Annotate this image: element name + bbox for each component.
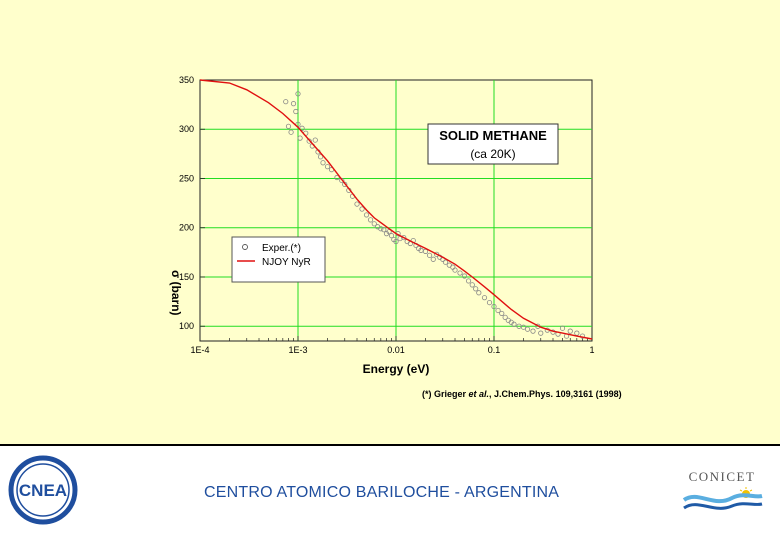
x-tick-label: 1E-3: [288, 345, 307, 355]
cnea-logo-text: CNEA: [19, 481, 67, 500]
annotation-title: SOLID METHANE: [439, 128, 547, 143]
conicet-logo: CONICET: [676, 468, 768, 518]
conicet-logo-text: CONICET: [689, 469, 756, 484]
y-tick-label: 350: [179, 75, 194, 85]
citation-volume: 109: [556, 389, 571, 399]
x-tick-label: 0.1: [488, 345, 501, 355]
x-axis-title: Energy (eV): [363, 362, 430, 376]
citation-pages: ,3161 (1998): [571, 389, 622, 399]
cnea-logo: CNEA: [8, 454, 78, 526]
x-tick-label: 1: [589, 345, 594, 355]
y-tick-label: 200: [179, 223, 194, 233]
annotation-box: SOLID METHANE (ca 20K): [428, 124, 558, 164]
legend-label-exper: Exper.(*): [262, 243, 301, 254]
conicet-wave-icon: [684, 495, 762, 501]
citation-authors: (*) Grieger: [422, 389, 469, 399]
x-tick-label: 0.01: [387, 345, 405, 355]
institution-name: CENTRO ATOMICO BARILOCHE - ARGENTINA: [204, 484, 559, 502]
x-tick-label: 1E-4: [190, 345, 209, 355]
citation-journal: , J.Chem.Phys.: [489, 389, 556, 399]
legend: Exper.(*) NJOY NyR: [232, 237, 325, 282]
legend-label-njoy: NJOY NyR: [262, 257, 311, 268]
y-tick-label: 250: [179, 173, 194, 183]
y-axis-title: σ (barn): [169, 270, 183, 316]
citation-etal: et al.: [469, 389, 490, 399]
y-tick-label: 300: [179, 124, 194, 134]
y-tick-label: 100: [179, 321, 194, 331]
citation: (*) Grieger et al., J.Chem.Phys. 109,316…: [422, 389, 622, 399]
annotation-subtitle: (ca 20K): [470, 147, 515, 161]
